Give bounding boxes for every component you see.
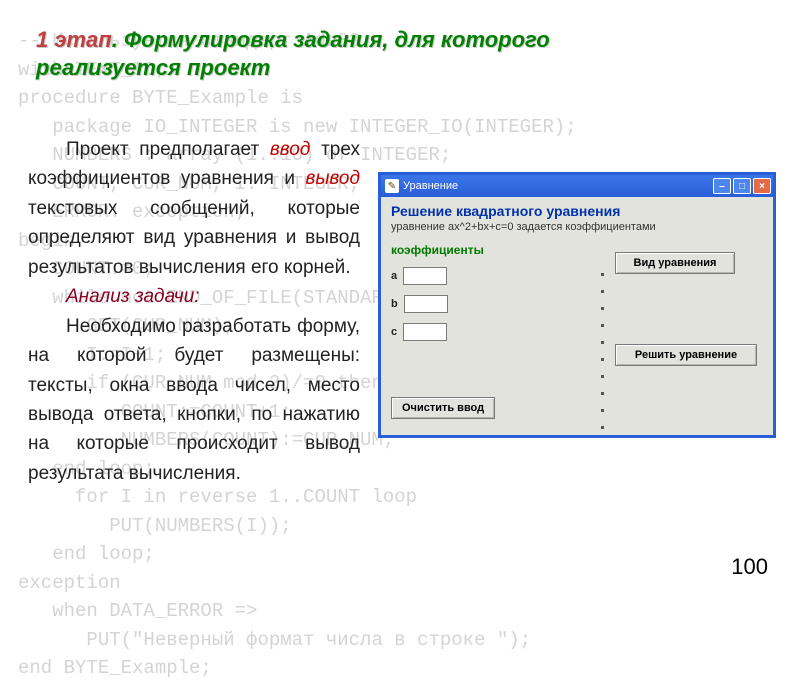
coef-b-input[interactable] xyxy=(404,295,448,313)
p1a: Проект предполагает xyxy=(66,139,270,160)
em-output: вывод xyxy=(306,168,360,189)
coef-a-label: a xyxy=(391,270,397,282)
app-icon: ✎ xyxy=(385,179,399,193)
body-text: Проект предполагает ввод трех коэффициен… xyxy=(28,135,360,488)
titlebar-text: Уравнение xyxy=(403,180,458,192)
coef-row-c: c xyxy=(391,323,763,341)
minimize-button[interactable]: – xyxy=(713,178,731,194)
coef-b-label: b xyxy=(391,298,398,310)
selection-handles xyxy=(601,273,604,429)
slide-title: 1 этап. Формулировка задания, для которо… xyxy=(36,26,656,81)
app-subtitle: уравнение ax^2+bx+c=0 задается коэффицие… xyxy=(391,221,763,233)
titlebar[interactable]: ✎ Уравнение – □ × xyxy=(381,175,773,197)
em-input: ввод xyxy=(270,139,311,160)
app-window: ✎ Уравнение – □ × Решение квадратного ур… xyxy=(378,172,776,438)
page-number: 100 xyxy=(731,554,768,580)
btn-type[interactable]: Вид уравнения xyxy=(615,252,735,274)
analysis-label: Анализ задачи: xyxy=(66,286,200,307)
coef-row-b: b xyxy=(391,295,763,313)
title-sep: . xyxy=(112,27,124,52)
coef-a-input[interactable] xyxy=(403,267,447,285)
btn-solve[interactable]: Решить уравнение xyxy=(615,344,757,366)
close-button[interactable]: × xyxy=(753,178,771,194)
p2: Необходимо разработать форму, на которой… xyxy=(28,312,360,489)
p1c: текстовых сообщений, которые определяют … xyxy=(28,198,360,278)
coef-c-label: c xyxy=(391,326,397,338)
app-title: Решение квадратного уравнения xyxy=(391,203,763,219)
client-area: Решение квадратного уравнения уравнение … xyxy=(381,197,773,435)
maximize-button[interactable]: □ xyxy=(733,178,751,194)
btn-clear[interactable]: Очистить ввод xyxy=(391,397,495,419)
stage-label: 1 этап xyxy=(36,27,112,52)
coef-c-input[interactable] xyxy=(403,323,447,341)
